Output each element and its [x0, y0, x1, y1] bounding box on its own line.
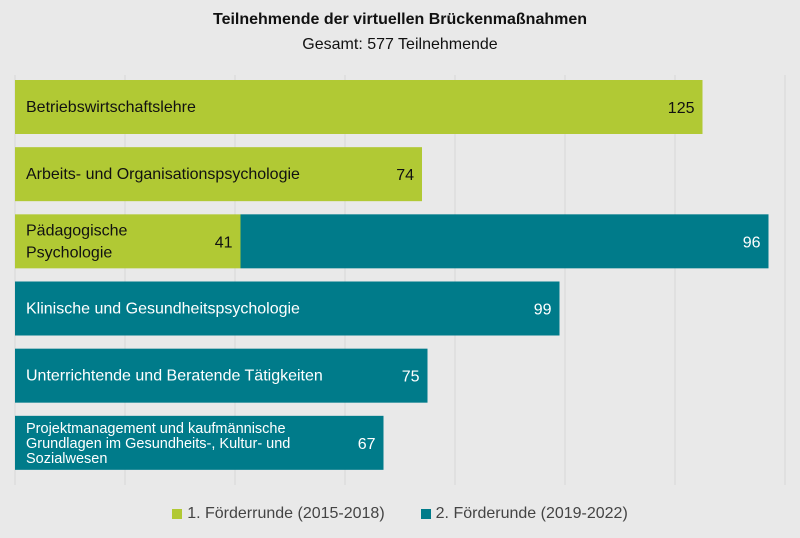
- bar-1: [15, 214, 241, 269]
- legend-item-round-2: 2. Förderunde (2019-2022): [420, 505, 628, 523]
- bar-1: [15, 80, 703, 134]
- category-label-line: Psychologie: [26, 244, 112, 261]
- bar-2: [15, 415, 384, 470]
- value-label: 125: [668, 100, 695, 117]
- chart-subtitle: Gesamt: 577 Teilnehmende: [302, 36, 498, 53]
- category-label: Betriebswirtschaftslehre: [26, 99, 196, 116]
- value-label: 75: [402, 369, 420, 386]
- bar-2: [240, 214, 769, 269]
- bar-1: [15, 147, 422, 202]
- category-label-line: Sozialwesen: [26, 451, 107, 467]
- category-label-line: Projektmanagement und kaufmännische: [26, 421, 286, 437]
- legend-swatch-round-2: [420, 509, 431, 519]
- category-label: Projektmanagement und kaufmännische Grund…: [26, 421, 290, 467]
- category-label-line: Arbeits- und Organisationspsychologie: [26, 166, 300, 183]
- bar-2: [15, 281, 560, 336]
- legend: 1. Förderrunde (2015-2018) 2. Förderunde…: [0, 505, 800, 523]
- category-label: Unterrichtende und Beratende Tätigkeiten: [26, 368, 323, 385]
- value-label: 41: [215, 234, 233, 251]
- bar-2: [15, 348, 428, 403]
- category-label-line: Pädagogische: [26, 222, 128, 239]
- category-label-line: Klinische und Gesundheitspsychologie: [26, 301, 300, 318]
- legend-swatch-round-1: [172, 509, 183, 519]
- category-label: Arbeits- und Organisationspsychologie: [26, 166, 300, 183]
- value-label: 99: [534, 302, 552, 319]
- legend-item-round-1: 1. Förderrunde (2015-2018): [172, 505, 385, 523]
- legend-label-round-2: 2. Förderunde (2019-2022): [435, 505, 628, 522]
- value-label: 96: [743, 234, 761, 251]
- category-label: Klinische und Gesundheitspsychologie: [26, 301, 300, 318]
- category-label: Pädagogische Psychologie: [26, 222, 128, 261]
- legend-label-round-1: 1. Förderrunde (2015-2018): [187, 505, 385, 522]
- category-label-line: Betriebswirtschaftslehre: [26, 99, 196, 116]
- category-label-line: Grundlagen im Gesundheits-, Kultur- und: [26, 436, 290, 452]
- category-label-line: Unterrichtende und Beratende Tätigkeiten: [26, 368, 323, 385]
- value-label: 67: [358, 436, 376, 453]
- chart-title: Teilnehmende der virtuellen Brückenmaßna…: [212, 11, 588, 28]
- value-label: 74: [396, 167, 414, 184]
